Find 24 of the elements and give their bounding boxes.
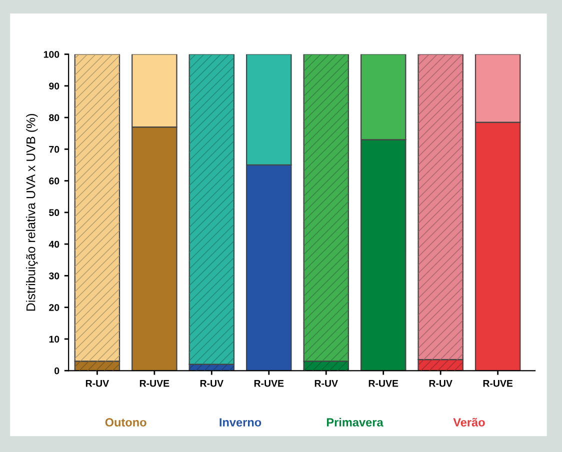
y-tick-label: 20: [49, 304, 60, 311]
x-tick-label: R-UVE: [254, 380, 284, 387]
y-tick-label: 30: [48, 272, 60, 280]
text: Primavera: [326, 418, 384, 427]
y-tick-label: 70: [49, 146, 60, 153]
x-tick-label: R-UVE: [140, 380, 170, 387]
y-tick-label: 50: [49, 209, 60, 216]
y-tick-label: 10: [49, 336, 60, 343]
text: Verão: [453, 418, 485, 427]
x-tick-label: R-UVE: [368, 380, 398, 387]
x-tick-label: R-UV: [429, 380, 452, 387]
y-tick-label: 40: [48, 240, 60, 248]
text: Inverno: [220, 418, 262, 427]
x-tick-label: R-UV: [200, 380, 224, 387]
y-axis-title: Distribuição relativa UVA x UVB (%): [26, 114, 38, 311]
text: Outono: [105, 418, 146, 427]
y-tick-label: 90: [49, 82, 60, 90]
y-tick-label: 80: [49, 114, 60, 122]
x-tick-label: R-UVE: [483, 380, 513, 387]
x-tick-label: R-UV: [314, 380, 338, 387]
y-tick-label: 0: [54, 367, 60, 374]
y-tick-label: 60: [49, 178, 60, 184]
y-tick-label: 100: [44, 50, 60, 58]
x-tick-label: R-UV: [86, 380, 109, 387]
